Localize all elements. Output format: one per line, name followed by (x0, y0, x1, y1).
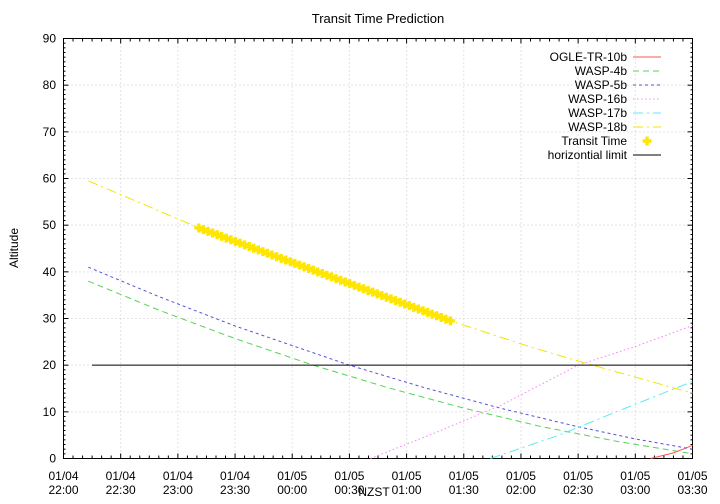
svg-text:23:00: 23:00 (163, 483, 193, 497)
legend-entry-horizontial-limit: horizontial limit (548, 148, 661, 162)
series-ogle-tr-10b (650, 444, 693, 459)
svg-text:0: 0 (49, 452, 56, 466)
svg-text:30: 30 (43, 312, 57, 326)
svg-text:02:30: 02:30 (563, 483, 593, 497)
legend-entry-wasp-16b: WASP-16b (568, 92, 661, 106)
svg-text:01/04: 01/04 (106, 469, 136, 483)
series-wasp-16b (370, 325, 693, 459)
svg-text:horizontial limit: horizontial limit (548, 148, 628, 162)
svg-text:60: 60 (43, 172, 57, 186)
legend-entry-wasp-18b: WASP-18b (568, 120, 661, 134)
legend-entry-wasp-5b: WASP-5b (575, 78, 661, 92)
svg-text:70: 70 (43, 125, 57, 139)
svg-text:01/05: 01/05 (449, 469, 479, 483)
svg-text:90: 90 (43, 32, 57, 46)
svg-text:40: 40 (43, 265, 57, 279)
svg-text:01/05: 01/05 (392, 469, 422, 483)
x-tick-labels: 01/0422:0001/0422:3001/0423:0001/0423:30… (48, 469, 707, 497)
svg-text:01/05: 01/05 (506, 469, 536, 483)
svg-text:20: 20 (43, 358, 57, 372)
svg-text:23:30: 23:30 (220, 483, 250, 497)
svg-text:WASP-4b: WASP-4b (575, 64, 628, 78)
svg-text:Transit Time: Transit Time (561, 134, 627, 148)
svg-text:01/05: 01/05 (334, 469, 364, 483)
series-wasp-17b (490, 381, 693, 459)
svg-text:50: 50 (43, 218, 57, 232)
svg-text:01/04: 01/04 (220, 469, 250, 483)
series-transit-time (194, 223, 455, 326)
legend: OGLE-TR-10bWASP-4bWASP-5bWASP-16bWASP-17… (548, 50, 661, 162)
svg-text:01/05: 01/05 (677, 469, 707, 483)
axis-frame-ticks (63, 38, 693, 459)
svg-text:22:30: 22:30 (106, 483, 136, 497)
legend-entry-wasp-4b: WASP-4b (575, 64, 661, 78)
svg-text:WASP-17b: WASP-17b (568, 106, 627, 120)
series-wasp-18b (88, 180, 693, 394)
svg-text:WASP-18b: WASP-18b (568, 120, 627, 134)
svg-text:01:00: 01:00 (392, 483, 422, 497)
svg-text:01/05: 01/05 (277, 469, 307, 483)
series-wasp-4b (88, 280, 693, 455)
chart-title: Transit Time Prediction (311, 11, 445, 26)
svg-text:01/04: 01/04 (48, 469, 78, 483)
svg-text:00:00: 00:00 (277, 483, 307, 497)
legend-entry-ogle-tr-10b: OGLE-TR-10b (550, 50, 661, 64)
svg-text:OGLE-TR-10b: OGLE-TR-10b (550, 50, 628, 64)
legend-entry-transit-time: Transit Time (561, 134, 652, 148)
legend-entry-wasp-17b: WASP-17b (568, 106, 661, 120)
svg-text:01/05: 01/05 (563, 469, 593, 483)
y-tick-labels: 0 10 20 30 40 50 60 70 80 90 (43, 32, 57, 466)
series-wasp-5b (88, 266, 693, 450)
svg-text:WASP-16b: WASP-16b (568, 92, 627, 106)
svg-text:03:00: 03:00 (620, 483, 650, 497)
svg-text:01/05: 01/05 (620, 469, 650, 483)
x-axis-label: NZST (358, 485, 390, 499)
svg-text:01/04: 01/04 (163, 469, 193, 483)
svg-text:02:00: 02:00 (506, 483, 536, 497)
svg-text:22:00: 22:00 (48, 483, 78, 497)
svg-text:00:30: 00:30 (334, 483, 364, 497)
svg-text:80: 80 (43, 78, 57, 92)
svg-text:03:30: 03:30 (677, 483, 707, 497)
svg-text:WASP-5b: WASP-5b (575, 78, 628, 92)
svg-text:01:30: 01:30 (449, 483, 479, 497)
svg-text:10: 10 (43, 405, 57, 419)
